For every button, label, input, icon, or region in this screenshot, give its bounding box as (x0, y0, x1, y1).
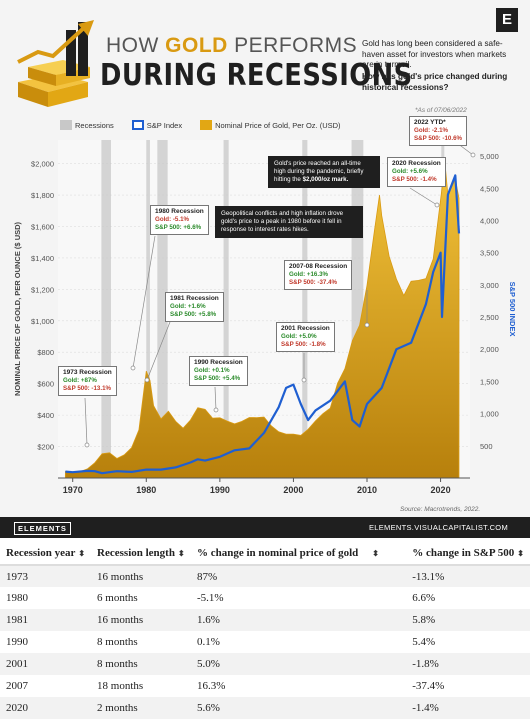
callout-2001: 2001 Recession Gold: +5.0% S&P 500: -1.8… (276, 322, 335, 352)
callout-marker (213, 407, 219, 413)
y-tick-label: $2,000 (31, 160, 54, 169)
sort-icon: ⬍ (78, 548, 86, 558)
callout-leader (214, 386, 217, 411)
sort-icon: ⬍ (372, 548, 379, 558)
x-tick-label: 2020 (431, 485, 451, 495)
callout-2022: 2022 YTD* Gold: -2.1% S&P 500: -10.6% (409, 116, 468, 146)
callout-marker (470, 152, 476, 158)
x-tick-label: 1970 (63, 485, 83, 495)
col-gold-change[interactable]: % change in nominal price of gold ⬍ (190, 541, 407, 566)
y-tick-label: $1,200 (31, 285, 54, 294)
y2-axis-title: S&P 500 INDEX (508, 282, 517, 337)
recession-band (101, 140, 111, 478)
col-sp-change[interactable]: % change in S&P 500 ⬍ (406, 541, 530, 566)
sort-icon: ⬍ (177, 548, 185, 558)
footer-url[interactable]: ELEMENTS.VISUALCAPITALIST.COM (368, 523, 508, 532)
gold-bars-icon (17, 20, 94, 107)
callout-marker (84, 442, 90, 448)
table-header-row: Recession year ⬍ Recession length ⬍ % chan… (0, 541, 530, 566)
callout-marker (364, 322, 370, 328)
table-row: 1980 6 months -5.1% 6.6% (6, 592, 436, 604)
sp-index-line (65, 174, 461, 475)
source-note: Source: Macrotrends, 2022. (400, 506, 481, 513)
y2-tick-label: 4,000 (480, 216, 499, 225)
y-axis-title: NOMINAL PRICE OF GOLD, PER OUNCE ($ USD) (13, 221, 22, 396)
y-tick-label: $600 (37, 380, 54, 389)
legend-gold: Nominal Price of Gold, Per Oz. (USD) (200, 120, 341, 130)
footer-bar: ELEMENTS ELEMENTS.VISUALCAPITALIST.COM (0, 517, 530, 538)
table-row: 2020 2 months 5.6% -1.4% (0, 697, 530, 719)
callout-1981: 1981 Recession Gold: +1.6% S&P 500: +5.8… (165, 292, 224, 322)
callout-marker (434, 202, 440, 208)
legend-sp: S&P Index (131, 120, 182, 130)
callout-2007: 2007-08 Recession Gold: +16.3% S&P 500: … (284, 260, 353, 290)
callout-leader (84, 397, 88, 446)
recession-band (146, 140, 150, 478)
y2-tick-label: 500 (480, 442, 493, 451)
y2-tick-label: 5,000 (480, 152, 499, 161)
question-text: How has gold's price changed during hist… (362, 72, 508, 92)
y-tick-label: $400 (37, 411, 54, 420)
recession-band (223, 140, 229, 478)
callout-marker (144, 377, 150, 383)
elements-logo: E (496, 8, 518, 32)
gold-sp-chart: $200 $400 $600 $800 $1,000 $1,200 $1,400 $1,600… (13, 139, 517, 495)
callout-leader (146, 321, 171, 381)
y-tick-label: $1,800 (31, 191, 54, 200)
y2-tick-label: 4,500 (480, 184, 499, 193)
table-row: 2001 8 months 5.0% -1.8% (0, 653, 530, 675)
table-row: 1990 8 months 0.1% 5.4% (6, 636, 436, 648)
note-2020: Gold's price reached an all-time high du… (268, 156, 380, 188)
y2-tick-label: 1,500 (480, 377, 499, 386)
y-tick-label: $800 (37, 348, 54, 357)
as-of-note: *As of 07/06/2022 (415, 107, 467, 114)
y2-tick-label: 3,000 (480, 281, 499, 290)
y2-tick-label: 2,500 (480, 313, 499, 322)
table-row: 2007 18 months 16.3% -37.4% (6, 680, 445, 692)
col-recession-year[interactable]: Recession year ⬍ (0, 541, 92, 566)
callout-marker (301, 377, 307, 383)
page-title: DURING RECESSIONS (100, 58, 413, 93)
y-tick-label: $1,600 (31, 222, 54, 231)
y2-tick-label: 3,500 (480, 249, 499, 258)
legend-recessions: Recessions (60, 120, 114, 130)
table-row: 1973 16 months 87% -13.1% (0, 565, 530, 587)
note-1980: Geopolitical conflicts and high inflatio… (215, 206, 363, 238)
callout-marker (130, 365, 136, 371)
x-tick-label: 2000 (283, 485, 303, 495)
footer-brand: ELEMENTS (14, 522, 71, 535)
y-tick-label: $1,000 (31, 317, 54, 326)
x-tick-label: 2010 (357, 485, 377, 495)
title-block: HOW GOLD PERFORMS DURING RECESSIONS E Go… (0, 0, 530, 114)
recession-band (351, 140, 364, 478)
callout-1973: 1973 Recession Gold: +87% S&P 500: -13.1… (58, 366, 117, 396)
table-row: 1981 16 months 1.6% 5.8% (0, 609, 530, 631)
y2-tick-label: 2,000 (480, 345, 499, 354)
recession-band (302, 140, 308, 478)
callout-leader (132, 235, 156, 369)
y2-tick-label: 1,000 (480, 410, 499, 419)
sort-icon: ⬍ (517, 548, 524, 558)
callout-1980: 1980 Recession Gold: -5.1% S&P 500: +6.6… (150, 205, 209, 235)
callout-2020: 2020 Recession Gold: +5.6% S&P 500: -1.4… (387, 157, 446, 187)
callout-1990: 1990 Recession Gold: +0.1% S&P 500: +5.4… (189, 356, 248, 386)
col-recession-length[interactable]: Recession length ⬍ (91, 541, 191, 566)
x-tick-label: 1980 (136, 485, 156, 495)
gold-price-area (64, 163, 460, 479)
chart-legend: Recessions S&P Index Nominal Price of Go… (60, 118, 353, 132)
intro-text: Gold has long been considered a safe-hav… (362, 39, 507, 69)
recession-band (157, 140, 168, 478)
title-line1: HOW GOLD PERFORMS (106, 34, 358, 57)
recession-table: Recession year ⬍ Recession length ⬍ % chan… (0, 541, 530, 719)
y-tick-label: $200 (37, 443, 54, 452)
x-tick-label: 1990 (210, 485, 230, 495)
y-tick-label: $1,400 (31, 254, 54, 263)
callout-leader (409, 187, 438, 206)
infographic: HOW GOLD PERFORMS DURING RECESSIONS E Go… (0, 0, 530, 538)
